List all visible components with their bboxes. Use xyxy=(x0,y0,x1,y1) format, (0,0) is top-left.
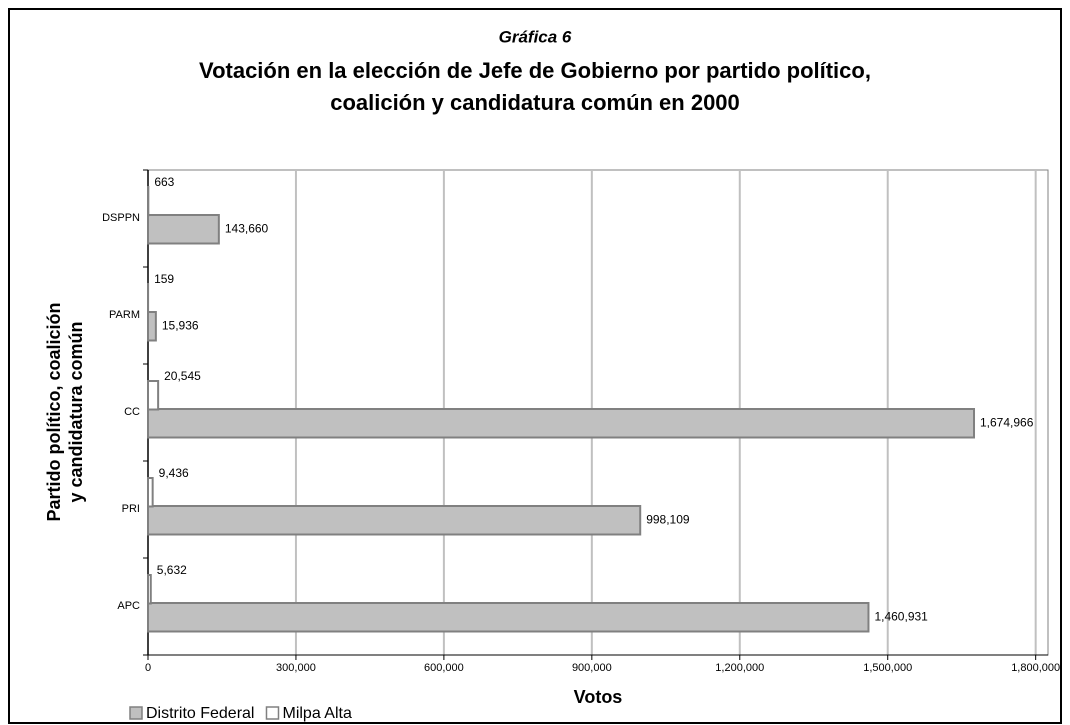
value-label: 998,109 xyxy=(646,512,690,526)
chart-title: Votación en la elección de Jefe de Gobie… xyxy=(199,58,871,83)
chart-title: coalición y candidatura común en 2000 xyxy=(330,90,740,115)
x-tick-label: 600,000 xyxy=(424,662,464,674)
value-label: 159 xyxy=(154,272,174,286)
value-label: 15,936 xyxy=(162,318,199,332)
bar xyxy=(147,380,160,411)
x-tick-label: 900,000 xyxy=(572,662,612,674)
x-tick-label: 0 xyxy=(145,662,151,674)
value-label: 663 xyxy=(154,175,174,189)
y-axis-title-line: Partido político, coalición xyxy=(44,302,64,521)
x-tick-label: 300,000 xyxy=(276,662,316,674)
x-axis-title: Votos xyxy=(574,687,623,707)
y-axis-title-line: y candidatura común xyxy=(66,321,86,502)
bar xyxy=(147,505,642,536)
value-label: 1,460,931 xyxy=(874,609,928,623)
bar xyxy=(147,602,870,633)
value-label: 5,632 xyxy=(157,563,187,577)
bar xyxy=(147,574,152,605)
y-tick-label: PRI xyxy=(122,503,140,515)
bar xyxy=(147,477,154,508)
bar xyxy=(147,408,976,439)
x-tick-label: 1,800,000 xyxy=(1011,662,1060,674)
legend-swatch xyxy=(129,706,143,720)
value-label: 143,660 xyxy=(225,221,269,235)
bar xyxy=(147,214,220,245)
y-tick-label: PARM xyxy=(109,309,140,321)
legend-label: Distrito Federal xyxy=(146,705,254,722)
value-label: 9,436 xyxy=(159,466,189,480)
y-axis-title: Partido político, coalición y candidatur… xyxy=(44,302,86,521)
y-tick-label: DSPPN xyxy=(102,212,140,224)
value-label: 1,674,966 xyxy=(980,415,1034,429)
value-label: 20,545 xyxy=(164,369,201,383)
bar xyxy=(147,311,157,342)
y-tick-label: CC xyxy=(124,406,140,418)
y-tick-label: APC xyxy=(117,600,140,612)
legend-swatch xyxy=(265,706,280,720)
x-tick-label: 1,200,000 xyxy=(715,662,764,674)
chart-caption: Gráfica 6 xyxy=(499,27,572,46)
x-tick-label: 1,500,000 xyxy=(863,662,912,674)
legend-label: Milpa Alta xyxy=(282,705,351,722)
